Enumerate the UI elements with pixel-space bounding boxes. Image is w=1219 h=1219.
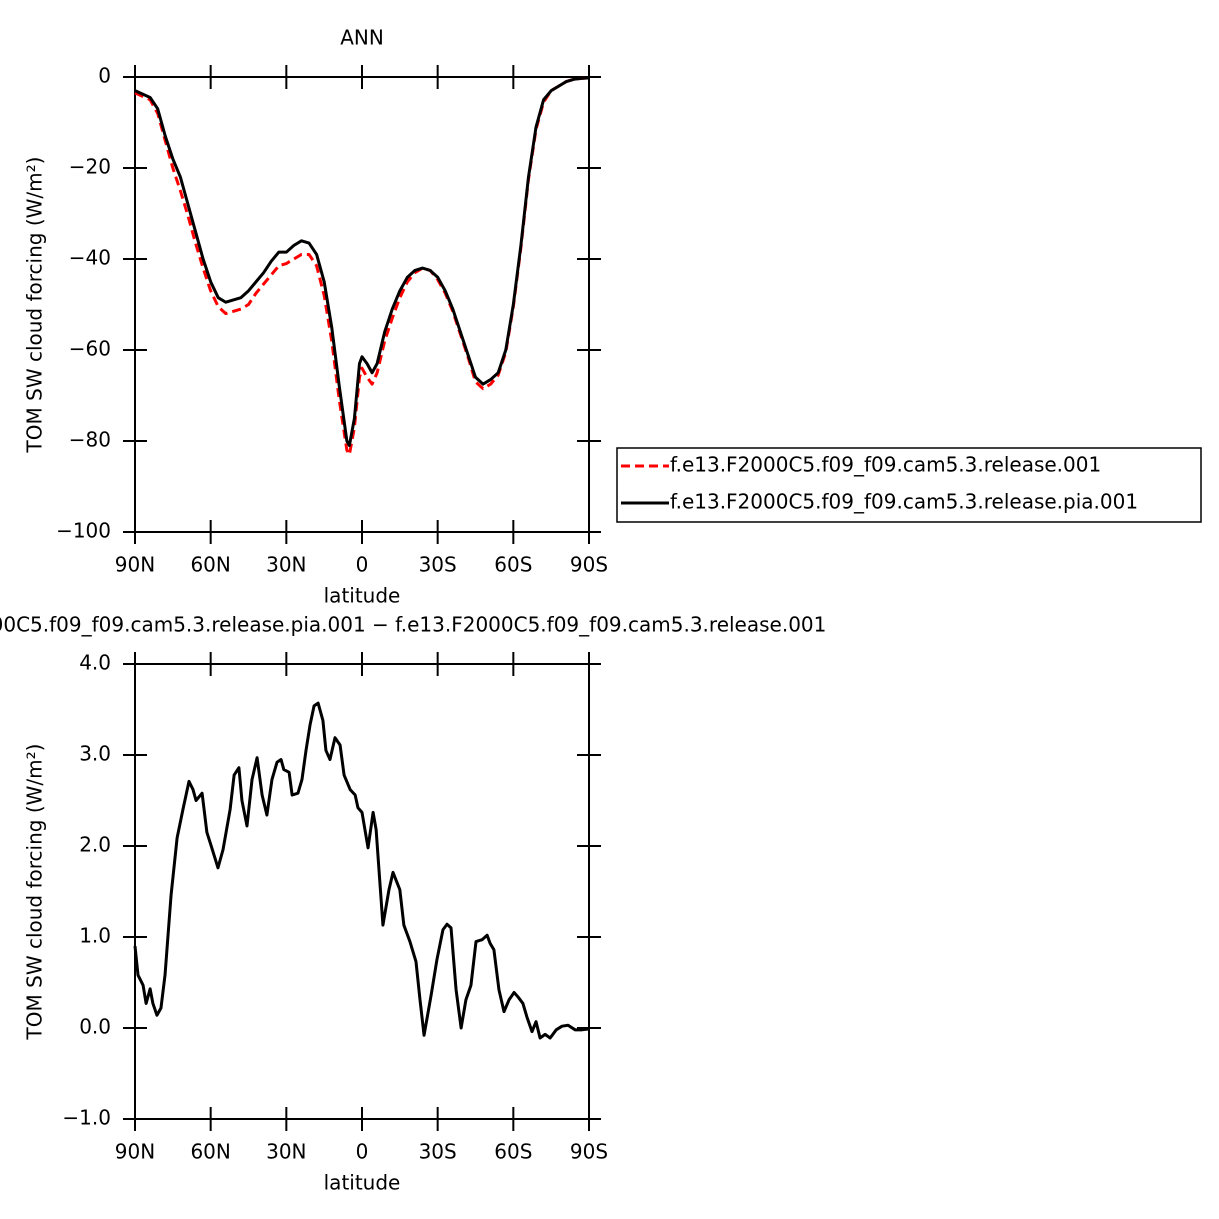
y-tick-label: −1.0	[62, 1106, 111, 1130]
y-tick-label: −100	[56, 519, 111, 543]
x-tick-label: 60S	[494, 553, 532, 577]
x-axis-label: latitude	[324, 1171, 401, 1195]
plot-frame	[134, 663, 590, 1120]
y-tick-label: 2.0	[79, 833, 111, 857]
y-tick-label: 1.0	[79, 924, 111, 948]
y-axis-label: TOM SW cloud forcing (W/m²)	[23, 744, 47, 1041]
chart-title: ANN	[340, 26, 384, 50]
y-tick-label: −20	[69, 155, 111, 179]
legend-box	[616, 447, 1202, 523]
x-tick-label: 90N	[115, 553, 155, 577]
y-tick-label: −40	[69, 246, 111, 270]
y-tick-label: −60	[69, 337, 111, 361]
series-line	[134, 76, 590, 457]
y-tick-label: 0.0	[79, 1015, 111, 1039]
plot-frame	[134, 76, 590, 533]
x-tick-label: 30N	[266, 553, 306, 577]
legend-label: f.e13.F2000C5.f09_f09.cam5.3.release.pia…	[670, 490, 1138, 514]
panel: f.e13.F2000C5.f09_f09.cam5.3.release.pia…	[0, 613, 826, 1195]
x-tick-label: 30N	[266, 1140, 306, 1164]
x-tick-label: 90S	[570, 1140, 608, 1164]
x-tick-label: 30S	[419, 1140, 457, 1164]
x-tick-label: 0	[356, 553, 369, 577]
x-tick-label: 60N	[190, 1140, 230, 1164]
x-tick-label: 60S	[494, 1140, 532, 1164]
y-tick-label: −80	[69, 428, 111, 452]
panel: ANN latitude TOM SW cloud forcing (W/m²) 0 −…	[23, 26, 1202, 608]
y-tick-label: 4.0	[79, 651, 111, 675]
y-tick-label: 0	[98, 64, 111, 88]
series-line	[133, 701, 590, 1040]
x-tick-label: 60N	[190, 553, 230, 577]
x-tick-label: 90N	[115, 1140, 155, 1164]
chart-title: f.e13.F2000C5.f09_f09.cam5.3.release.pia…	[0, 613, 826, 637]
x-tick-label: 0	[356, 1140, 369, 1164]
x-tick-label: 30S	[419, 553, 457, 577]
y-tick-label: 3.0	[79, 742, 111, 766]
series-line	[134, 76, 590, 448]
legend-label: f.e13.F2000C5.f09_f09.cam5.3.release.001	[670, 453, 1101, 477]
x-tick-label: 90S	[570, 553, 608, 577]
y-axis-label: TOM SW cloud forcing (W/m²)	[23, 157, 47, 454]
x-axis-label: latitude	[324, 584, 401, 608]
